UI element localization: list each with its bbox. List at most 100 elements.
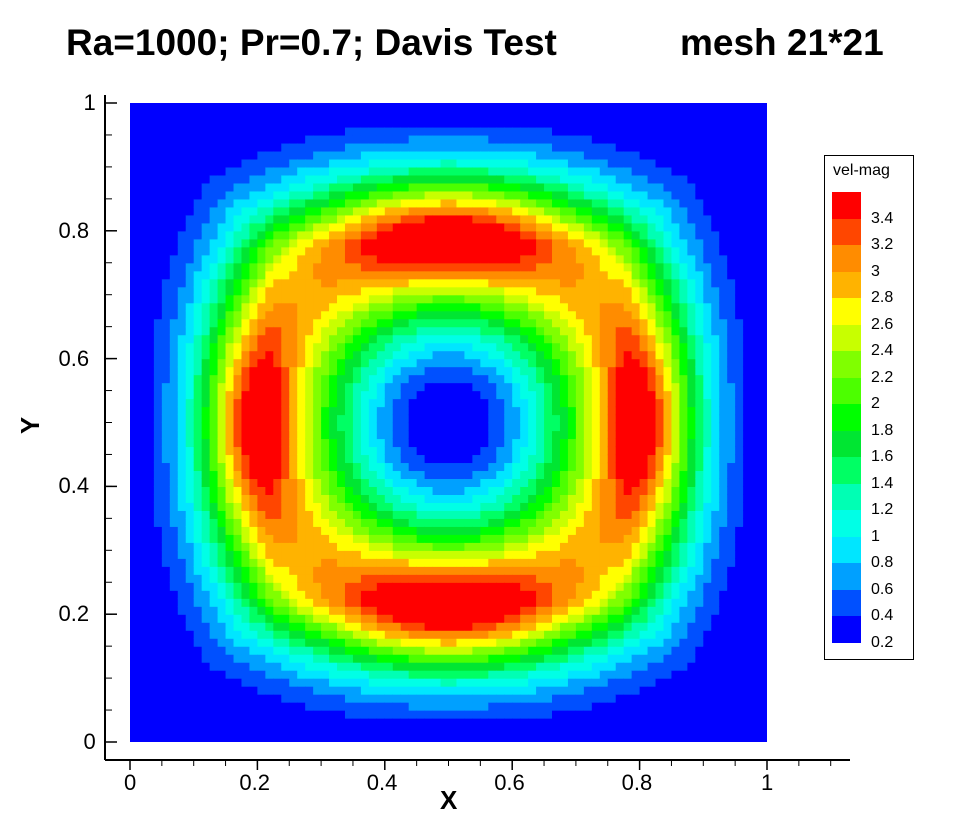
field-cell <box>344 606 354 615</box>
field-cell <box>233 366 243 376</box>
field-cell <box>368 246 378 256</box>
field-cell <box>185 110 195 120</box>
field-cell <box>400 622 410 631</box>
field-cell <box>305 542 314 551</box>
field-cell <box>360 182 370 192</box>
field-cell <box>544 726 553 735</box>
field-cell <box>591 454 601 464</box>
field-cell <box>305 398 314 408</box>
field-cell <box>265 534 274 543</box>
field-cell <box>305 462 314 472</box>
field-cell <box>241 150 251 160</box>
field-cell <box>392 326 402 336</box>
field-cell <box>416 158 426 168</box>
field-cell <box>552 382 561 392</box>
field-cell <box>289 462 298 472</box>
field-cell <box>185 654 195 663</box>
field-cell <box>321 502 330 511</box>
field-cell <box>536 302 545 312</box>
field-cell <box>257 606 266 615</box>
field-cell <box>575 606 585 615</box>
field-cell <box>281 598 290 607</box>
field-cell <box>169 382 179 392</box>
field-cell <box>552 550 561 559</box>
field-cell <box>448 462 458 472</box>
field-cell <box>528 262 537 272</box>
field-cell <box>432 262 442 272</box>
field-cell <box>615 598 625 607</box>
field-cell <box>520 302 529 312</box>
field-cell <box>273 470 282 480</box>
field-cell <box>217 366 227 376</box>
field-cell <box>448 358 458 368</box>
field-cell <box>233 574 243 583</box>
field-cell <box>440 134 450 144</box>
field-cell <box>177 646 187 655</box>
field-cell <box>400 454 410 464</box>
field-cell <box>416 390 426 400</box>
field-cell <box>480 206 489 216</box>
field-cell <box>432 414 442 424</box>
field-cell <box>177 134 187 144</box>
field-cell <box>352 326 362 336</box>
field-cell <box>488 366 497 376</box>
field-cell <box>201 430 211 440</box>
field-cell <box>130 422 139 432</box>
field-cell <box>225 206 235 216</box>
field-cell <box>344 422 354 432</box>
field-cell <box>408 406 418 416</box>
field-cell <box>169 150 179 160</box>
field-cell <box>161 230 171 240</box>
field-cell <box>233 134 243 144</box>
field-cell <box>217 103 227 112</box>
field-cell <box>488 686 497 695</box>
field-cell <box>368 294 378 304</box>
field-cell <box>432 630 442 639</box>
field-cell <box>169 614 179 623</box>
field-cell <box>520 454 529 464</box>
field-cell <box>400 230 410 240</box>
field-cell <box>249 598 258 607</box>
field-cell <box>607 662 617 671</box>
field-cell <box>217 198 227 208</box>
field-cell <box>408 206 418 216</box>
field-cell <box>575 438 585 448</box>
field-cell <box>337 470 346 480</box>
field-cell <box>512 342 521 352</box>
field-cell <box>488 142 497 152</box>
field-cell <box>448 470 458 480</box>
field-cell <box>615 270 625 280</box>
field-cell <box>567 294 577 304</box>
field-cell <box>496 142 505 152</box>
field-cell <box>456 446 466 456</box>
field-cell <box>177 430 187 440</box>
field-cell <box>137 718 147 727</box>
field-cell <box>233 246 243 256</box>
field-cell <box>313 206 322 216</box>
field-cell <box>137 374 147 384</box>
field-cell <box>552 126 561 136</box>
field-cell <box>169 230 179 240</box>
field-cell <box>297 302 306 312</box>
field-cell <box>623 454 633 464</box>
field-cell <box>520 278 529 288</box>
field-cell <box>177 678 187 687</box>
field-cell <box>607 598 617 607</box>
field-cell <box>408 694 418 703</box>
field-cell <box>130 262 139 272</box>
field-cell <box>416 262 426 272</box>
field-cell <box>368 150 378 160</box>
field-cell <box>201 358 211 368</box>
field-cell <box>488 382 497 392</box>
field-cell <box>559 622 569 631</box>
field-cell <box>544 342 553 352</box>
field-cell <box>137 566 147 575</box>
field-cell <box>583 126 593 136</box>
field-cell <box>169 182 179 192</box>
field-cell <box>289 158 298 168</box>
field-cell <box>408 630 418 639</box>
field-cell <box>416 246 426 256</box>
field-cell <box>201 462 211 472</box>
field-cell <box>337 630 346 639</box>
field-cell <box>488 574 497 583</box>
